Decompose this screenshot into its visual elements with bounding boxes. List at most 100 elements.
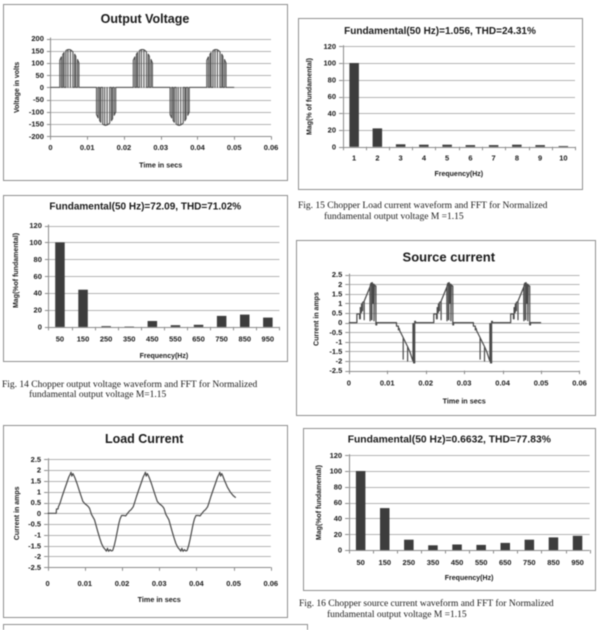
- svg-text:120: 120: [330, 451, 343, 460]
- svg-text:1.5: 1.5: [31, 477, 41, 486]
- svg-text:2.5: 2.5: [332, 270, 342, 279]
- svg-text:Load Current: Load Current: [105, 432, 184, 446]
- svg-text:1: 1: [352, 154, 356, 163]
- svg-text:350: 350: [123, 334, 136, 343]
- svg-text:Current in amps: Current in amps: [314, 292, 321, 346]
- svg-text:0.03: 0.03: [152, 579, 167, 588]
- svg-text:0: 0: [40, 83, 44, 92]
- svg-text:0: 0: [48, 143, 52, 152]
- svg-text:Frequency(Hz): Frequency(Hz): [140, 353, 189, 360]
- svg-text:7: 7: [492, 154, 496, 163]
- svg-text:100: 100: [330, 467, 343, 476]
- svg-text:1: 1: [37, 487, 41, 496]
- svg-text:Fundamental(50 Hz)=72.09, THD=: Fundamental(50 Hz)=72.09, THD=71.02%: [49, 202, 241, 213]
- svg-text:750: 750: [215, 334, 228, 343]
- svg-text:Mag(% of fundamental): Mag(% of fundamental): [307, 58, 314, 135]
- svg-text:0.01: 0.01: [380, 379, 395, 388]
- svg-text:650: 650: [192, 334, 205, 343]
- svg-text:0.05: 0.05: [226, 579, 241, 588]
- svg-text:60: 60: [334, 498, 342, 507]
- svg-text:0: 0: [46, 579, 50, 588]
- svg-text:Current in amps: Current in amps: [14, 486, 21, 540]
- svg-text:80: 80: [34, 255, 42, 264]
- svg-text:2: 2: [37, 466, 41, 475]
- svg-text:550: 550: [169, 334, 182, 343]
- svg-text:950: 950: [262, 334, 275, 343]
- svg-text:450: 450: [451, 558, 464, 567]
- svg-text:Time in secs: Time in secs: [443, 397, 486, 406]
- svg-text:0.04: 0.04: [189, 579, 204, 588]
- svg-text:Fundamental(50 Hz)=1.056, THD=: Fundamental(50 Hz)=1.056, THD=24.31%: [344, 26, 536, 37]
- svg-text:0.06: 0.06: [263, 579, 278, 588]
- svg-text:350: 350: [427, 558, 440, 567]
- svg-text:-2: -2: [34, 552, 41, 561]
- svg-text:100: 100: [29, 238, 42, 247]
- svg-text:650: 650: [499, 558, 512, 567]
- svg-text:2: 2: [375, 154, 379, 163]
- svg-text:-1: -1: [34, 531, 41, 540]
- svg-text:750: 750: [523, 558, 536, 567]
- svg-text:-1: -1: [336, 337, 343, 346]
- svg-text:0.02: 0.02: [418, 379, 433, 388]
- svg-text:5: 5: [445, 154, 449, 163]
- svg-text:0.06: 0.06: [264, 143, 279, 152]
- svg-text:-0.5: -0.5: [329, 328, 342, 337]
- svg-text:2.5: 2.5: [31, 455, 41, 464]
- svg-text:450: 450: [146, 334, 159, 343]
- svg-text:-2.5: -2.5: [329, 366, 342, 375]
- svg-text:-1.5: -1.5: [28, 541, 41, 550]
- svg-text:3: 3: [399, 154, 403, 163]
- svg-text:0.06: 0.06: [572, 379, 587, 388]
- svg-text:0.02: 0.02: [117, 143, 132, 152]
- svg-text:0: 0: [37, 509, 41, 518]
- svg-text:20: 20: [34, 306, 42, 315]
- svg-text:150: 150: [379, 558, 392, 567]
- svg-text:0.5: 0.5: [332, 309, 342, 318]
- svg-text:Mag(%of fundamental): Mag(%of fundamental): [316, 465, 323, 540]
- svg-text:0.03: 0.03: [457, 379, 472, 388]
- svg-text:250: 250: [403, 558, 416, 567]
- svg-text:Voltage in volts: Voltage in volts: [14, 62, 21, 113]
- svg-text:6: 6: [468, 154, 472, 163]
- svg-text:950: 950: [571, 558, 584, 567]
- svg-text:Time in secs: Time in secs: [138, 595, 181, 604]
- svg-text:100: 100: [31, 59, 44, 68]
- svg-text:550: 550: [475, 558, 488, 567]
- svg-text:200: 200: [31, 34, 44, 43]
- svg-text:4: 4: [422, 154, 427, 163]
- svg-text:80: 80: [334, 482, 342, 491]
- svg-text:Source current: Source current: [403, 249, 496, 264]
- svg-text:1: 1: [338, 299, 342, 308]
- svg-text:0: 0: [347, 379, 351, 388]
- svg-text:2: 2: [338, 280, 342, 289]
- svg-text:-2.5: -2.5: [28, 563, 41, 572]
- svg-text:150: 150: [31, 46, 44, 55]
- svg-text:0: 0: [338, 546, 342, 555]
- svg-text:40: 40: [34, 289, 42, 298]
- svg-text:-150: -150: [29, 120, 44, 129]
- svg-text:0.01: 0.01: [80, 143, 95, 152]
- svg-text:10: 10: [559, 154, 567, 163]
- svg-text:-100: -100: [29, 108, 44, 117]
- svg-text:50: 50: [357, 558, 365, 567]
- svg-text:0.04: 0.04: [190, 143, 205, 152]
- svg-text:0.05: 0.05: [227, 143, 242, 152]
- svg-text:150: 150: [77, 334, 90, 343]
- svg-text:120: 120: [29, 221, 42, 230]
- svg-text:50: 50: [56, 334, 64, 343]
- svg-text:8: 8: [515, 154, 519, 163]
- svg-text:40: 40: [328, 109, 336, 118]
- svg-text:0.5: 0.5: [31, 498, 41, 507]
- svg-text:-2: -2: [336, 357, 343, 366]
- svg-text:120: 120: [323, 42, 336, 51]
- svg-text:60: 60: [328, 92, 336, 101]
- svg-text:0.05: 0.05: [534, 379, 549, 388]
- svg-text:20: 20: [334, 530, 342, 539]
- svg-text:100: 100: [323, 59, 336, 68]
- svg-text:Output Voltage: Output Voltage: [101, 12, 190, 26]
- svg-text:80: 80: [328, 75, 336, 84]
- svg-text:850: 850: [547, 558, 560, 567]
- svg-text:9: 9: [538, 154, 542, 163]
- svg-text:0.01: 0.01: [77, 579, 92, 588]
- svg-text:0.04: 0.04: [495, 379, 510, 388]
